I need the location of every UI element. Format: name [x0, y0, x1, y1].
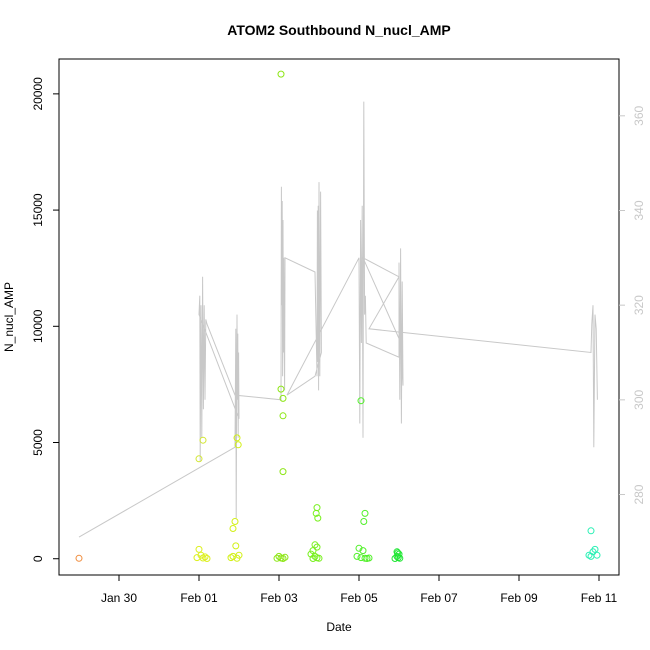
data-point	[309, 547, 317, 555]
x-tick-label: Feb 09	[500, 591, 538, 605]
y2-tick-label: 320	[632, 295, 646, 315]
y-axis-label: N_nucl_AMP	[2, 282, 16, 352]
data-point	[313, 543, 321, 551]
data-point	[273, 554, 281, 562]
x-axis-label: Date	[326, 620, 352, 634]
x-tick-label: Feb 11	[581, 591, 618, 605]
y-tick-label: 10000	[31, 309, 45, 343]
data-point	[359, 547, 367, 555]
data-point	[199, 436, 207, 444]
x-axis: Jan 30 Feb 01 Feb 03 Feb 05 Feb 07 Feb 09 Feb …	[101, 575, 618, 605]
data-point	[360, 518, 368, 525]
data-point	[307, 550, 315, 558]
data-point	[227, 554, 235, 562]
y-tick-label: 0	[31, 555, 45, 562]
y2-tick-label: 300	[632, 390, 646, 410]
x-tick-label: Feb 07	[420, 591, 458, 605]
data-point	[281, 553, 289, 561]
data-point	[232, 542, 240, 550]
data-point	[309, 555, 317, 562]
data-point	[231, 518, 239, 525]
series-points	[75, 70, 601, 562]
data-point	[235, 551, 243, 559]
x-tick-label: Feb 05	[340, 591, 378, 605]
data-point	[195, 545, 203, 553]
data-point	[203, 555, 211, 562]
data-point	[314, 514, 322, 522]
data-point	[365, 554, 373, 562]
chart-title: ATOM2 Southbound N_nucl_AMP	[227, 22, 450, 38]
data-point	[355, 544, 363, 552]
data-point	[233, 434, 241, 442]
y-tick-label: 15000	[31, 193, 45, 227]
data-point	[313, 504, 321, 512]
line-path	[78, 101, 598, 538]
data-point	[279, 394, 287, 402]
data-point	[279, 468, 287, 476]
data-point	[229, 525, 237, 532]
y-tick-label: 20000	[31, 77, 45, 111]
data-point	[234, 441, 242, 449]
data-point	[312, 509, 320, 517]
data-point	[391, 555, 399, 562]
data-point	[361, 509, 369, 517]
data-point	[357, 397, 365, 405]
y2-tick-label: 280	[632, 484, 646, 504]
data-point	[277, 385, 285, 393]
x-tick-label: Jan 30	[101, 591, 137, 605]
data-point	[311, 552, 319, 560]
y2-tick-label: 360	[632, 105, 646, 125]
data-point	[195, 455, 203, 463]
y-tick-label: 5000	[31, 429, 45, 456]
data-point	[277, 70, 285, 78]
data-point	[75, 554, 83, 562]
x-tick-label: Feb 03	[260, 591, 298, 605]
data-point	[279, 412, 287, 420]
y2-axis: 280 300 320 340 360	[619, 105, 646, 505]
y-axis: 0 5000 10000 15000 20000	[31, 77, 59, 562]
data-point	[193, 554, 201, 562]
y2-tick-label: 340	[632, 200, 646, 220]
data-point	[395, 550, 403, 558]
series-line	[78, 101, 598, 538]
x-tick-label: Feb 01	[180, 591, 218, 605]
data-point	[585, 551, 593, 559]
data-point	[353, 552, 361, 560]
data-point	[201, 553, 209, 561]
data-point	[587, 527, 595, 535]
data-point	[396, 554, 404, 562]
plot-frame	[58, 58, 620, 576]
data-point	[593, 551, 601, 559]
data-point	[589, 548, 597, 556]
